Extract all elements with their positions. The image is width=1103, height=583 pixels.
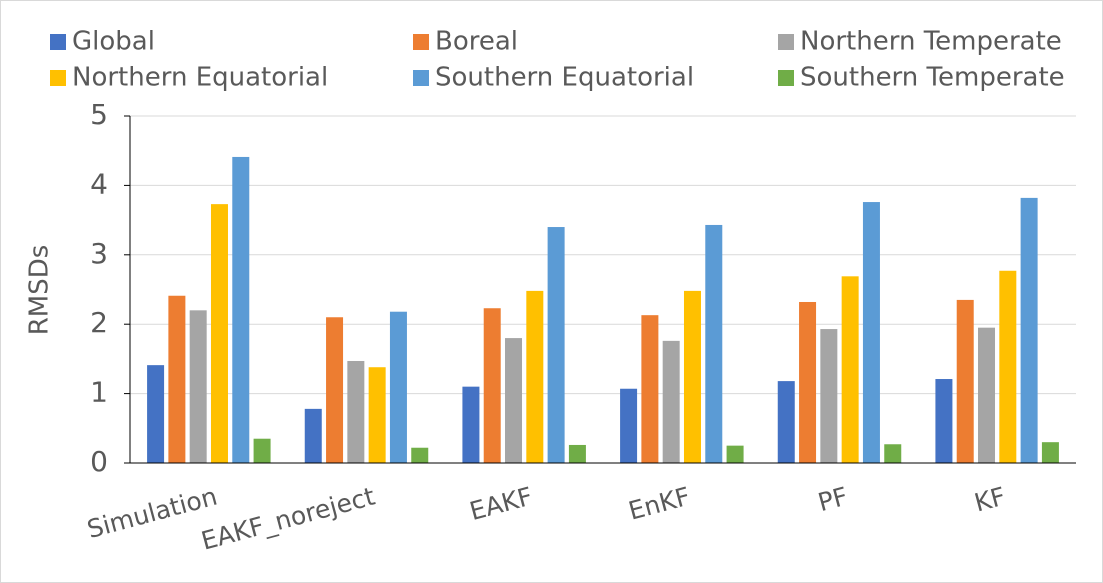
legend-swatch [50, 70, 66, 86]
bar [210, 204, 228, 463]
y-tick-label: 0 [90, 445, 108, 478]
bar [999, 270, 1017, 463]
bar [189, 310, 207, 463]
legend-swatch [778, 34, 794, 50]
y-tick-label: 1 [90, 376, 108, 409]
bar [705, 224, 723, 463]
bar [620, 388, 638, 463]
bar [1041, 442, 1059, 463]
bar [253, 438, 271, 463]
bar [841, 276, 859, 463]
y-axis-title: RMSDs [25, 245, 55, 336]
bar [168, 295, 186, 463]
bar [726, 445, 744, 463]
bar [462, 386, 480, 463]
legend-label: Northern Equatorial [72, 63, 328, 93]
bar [368, 367, 386, 463]
legend-swatch [778, 70, 794, 86]
bar [662, 340, 680, 463]
legend-swatch [50, 34, 66, 50]
bar [347, 360, 365, 463]
y-tick-label: 4 [90, 167, 108, 200]
bar [820, 329, 838, 463]
bar [526, 290, 544, 463]
bar [641, 315, 659, 463]
bar [547, 227, 565, 463]
y-tick-label: 2 [90, 306, 108, 339]
bar [304, 408, 322, 463]
bar [862, 202, 880, 463]
bar [777, 381, 795, 463]
bar [147, 365, 165, 463]
bar [389, 311, 407, 463]
bar [884, 444, 902, 463]
bar [935, 379, 953, 463]
legend-swatch [413, 70, 429, 86]
bar [683, 290, 701, 463]
y-tick-label: 3 [90, 237, 108, 270]
legend-label: Global [72, 27, 155, 57]
legend-label: Southern Equatorial [435, 63, 694, 93]
bar [326, 317, 344, 463]
bar [978, 327, 996, 463]
y-tick-label: 5 [90, 98, 108, 131]
bar [232, 156, 250, 464]
bar [568, 444, 586, 463]
bar [1020, 197, 1038, 463]
legend-label: Northern Temperate [800, 27, 1062, 57]
legend-label: Boreal [435, 27, 518, 57]
bar [483, 308, 501, 463]
bar [411, 447, 429, 463]
bar [505, 338, 523, 463]
legend-swatch [413, 34, 429, 50]
bar [799, 301, 817, 463]
legend-label: Southern Temperate [800, 63, 1065, 93]
bar [956, 299, 974, 463]
